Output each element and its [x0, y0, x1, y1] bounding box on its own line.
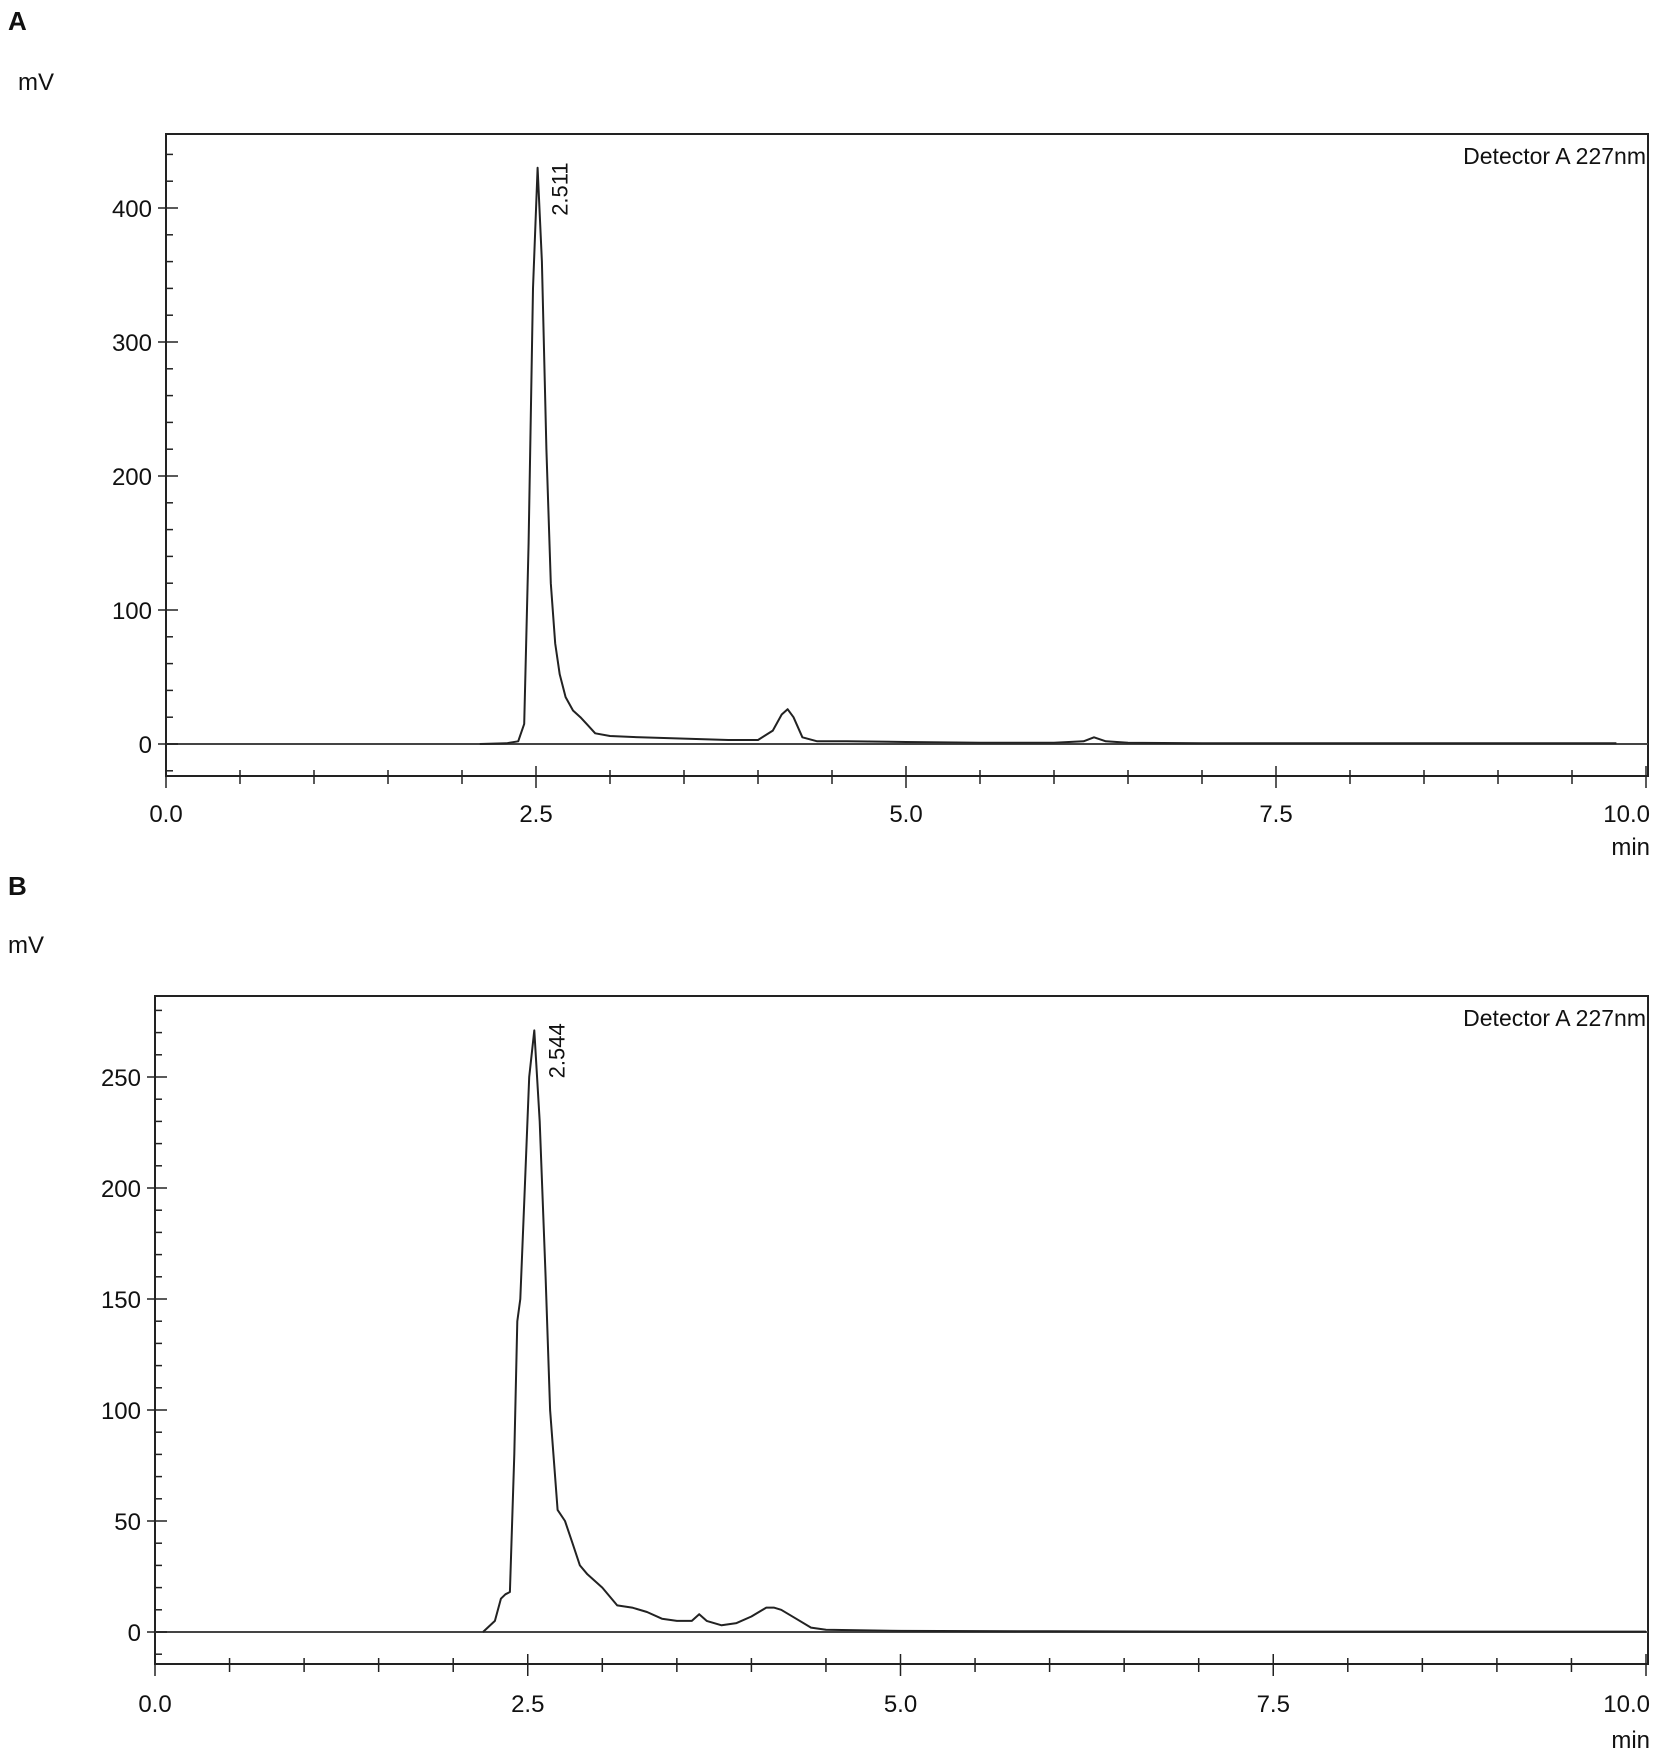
- chromatogram-trace: [479, 166, 1617, 745]
- y-tick-label: 50: [114, 1509, 141, 1536]
- plot-frame: [165, 133, 1649, 777]
- y-tick-label: 100: [101, 1398, 141, 1425]
- x-tick-label: 5.0: [889, 801, 922, 828]
- legend-entry: Detector A 227nm: [1463, 1005, 1646, 1031]
- y-tick-label: 100: [112, 598, 152, 625]
- x-tick-label: 7.5: [1257, 1691, 1290, 1718]
- x-tick-label: 2.5: [511, 1691, 544, 1718]
- legend-entry: Detector A 227nm: [1463, 143, 1646, 169]
- peak-retention-label: 2.544: [544, 1023, 569, 1078]
- x-tick-label: 0.0: [149, 801, 182, 828]
- panel-letter: B: [8, 871, 27, 901]
- x-axis-unit: min: [1611, 1727, 1650, 1754]
- plot-frame: [154, 995, 1649, 1665]
- panel-letter: A: [8, 6, 27, 36]
- peak-retention-label: 2.511: [548, 162, 573, 215]
- y-tick-label: 200: [101, 1176, 141, 1203]
- x-tick-label: 2.5: [519, 801, 552, 828]
- y-tick-label: 250: [101, 1065, 141, 1092]
- y-axis-unit: mV: [18, 69, 54, 96]
- chromatogram-trace: [482, 1029, 1646, 1633]
- y-axis-unit: mV: [8, 932, 44, 959]
- y-tick-label: 200: [112, 464, 152, 491]
- x-tick-label: 7.5: [1259, 801, 1292, 828]
- x-tick-label: 10.0: [1603, 1691, 1650, 1718]
- y-tick-label: 150: [101, 1287, 141, 1314]
- x-axis-unit: min: [1611, 834, 1650, 861]
- y-tick-label: 0: [128, 1620, 141, 1647]
- y-tick-label: 400: [112, 196, 152, 223]
- y-tick-label: 0: [139, 732, 152, 759]
- x-tick-label: 5.0: [884, 1691, 917, 1718]
- chart-panel-a: AmV 0 100 200 300 400 0.0 2.5 5.0 7.5 10.0 min Detec…: [8, 6, 1650, 861]
- chart-panel-b: BmV 0 50 100 150 200 250 0.0 2.5 5.0 7.5 10.0 min Det…: [8, 871, 1650, 1754]
- x-tick-label: 0.0: [138, 1691, 171, 1718]
- x-tick-label: 10.0: [1603, 801, 1650, 828]
- y-tick-label: 300: [112, 330, 152, 357]
